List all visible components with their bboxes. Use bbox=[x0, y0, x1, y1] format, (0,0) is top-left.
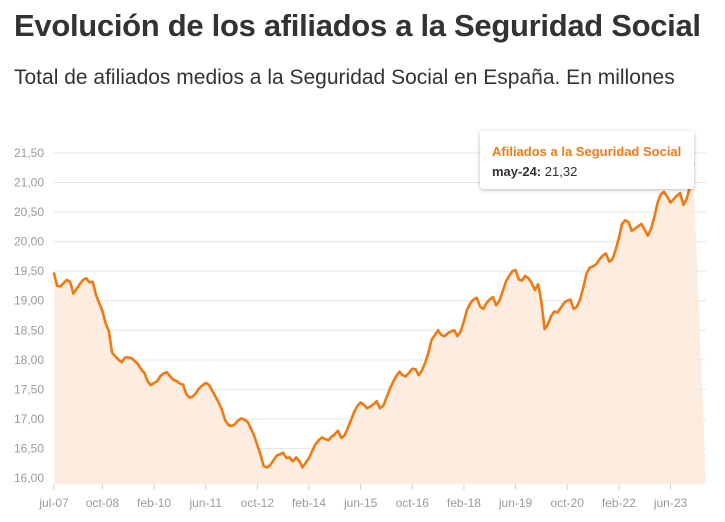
y-tick-label: 19,50 bbox=[14, 264, 44, 278]
x-tick-label: jun-19 bbox=[498, 496, 533, 510]
tooltip: Afiliados a la Seguridad Social may-24: … bbox=[480, 131, 694, 189]
series-line[interactable] bbox=[52, 162, 695, 469]
x-tick-label: jul-07 bbox=[38, 496, 69, 510]
x-tick-label: jun-23 bbox=[653, 496, 688, 510]
y-tick-label: 21,50 bbox=[14, 146, 44, 160]
y-tick-label: 21,00 bbox=[14, 175, 44, 189]
y-tick-label: 17,00 bbox=[14, 412, 44, 426]
y-tick-label: 17,50 bbox=[14, 382, 44, 396]
x-tick-label: feb-14 bbox=[292, 496, 326, 510]
tooltip-value: 21,32 bbox=[544, 164, 578, 179]
y-tick-label: 19,00 bbox=[14, 294, 44, 308]
chart-title: Evolución de los afiliados a la Segurida… bbox=[14, 8, 701, 43]
y-tick-label: 16,50 bbox=[14, 442, 44, 456]
x-tick-label: oct-16 bbox=[396, 496, 430, 510]
x-tick-label: feb-22 bbox=[602, 496, 636, 510]
x-tick-label: oct-12 bbox=[241, 496, 275, 510]
x-tick-label: feb-18 bbox=[447, 496, 481, 510]
x-tick-label: oct-08 bbox=[86, 496, 120, 510]
y-tick-label: 16,00 bbox=[14, 471, 44, 485]
series-area bbox=[54, 163, 706, 484]
x-tick-label: feb-10 bbox=[137, 496, 171, 510]
y-tick-label: 18,50 bbox=[14, 323, 44, 337]
y-tick-label: 20,50 bbox=[14, 205, 44, 219]
x-tick-label: jun-15 bbox=[343, 496, 378, 510]
tooltip-series-name: Afiliados a la Seguridad Social bbox=[492, 144, 682, 159]
x-axis: jul-07 oct-08 feb-10 jun-11 oct-12 feb-14 jun-… bbox=[38, 484, 687, 510]
y-axis: 16,00 16,50 17,00 17,50 18,00 18,50 19,00 19,50… bbox=[14, 146, 44, 485]
tooltip-row: may-24: 21,32 bbox=[492, 164, 694, 180]
tooltip-date: may-24: bbox=[492, 164, 542, 179]
x-tick-label: jun-11 bbox=[188, 496, 222, 510]
y-tick-label: 18,00 bbox=[14, 353, 44, 367]
y-tick-label: 20,00 bbox=[14, 235, 44, 249]
x-tick-label: oct-20 bbox=[551, 496, 585, 510]
chart-subtitle: Total de afiliados medios a la Seguridad… bbox=[14, 66, 675, 89]
